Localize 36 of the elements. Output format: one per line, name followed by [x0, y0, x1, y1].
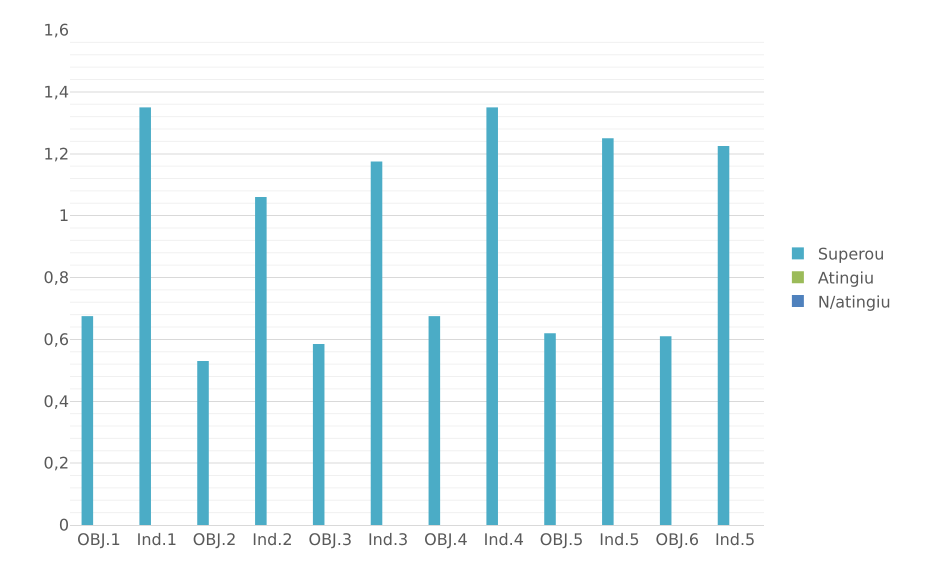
y-tick-label: 1,6 — [44, 20, 69, 40]
bar — [544, 333, 556, 525]
x-tick-label: Ind.5 — [599, 530, 640, 550]
legend-label: Atingiu — [818, 268, 874, 288]
y-tick-label: 1,4 — [44, 82, 69, 102]
x-tick-label: Ind.4 — [484, 530, 524, 550]
bar — [370, 161, 382, 525]
bar — [197, 361, 209, 525]
bar — [139, 107, 151, 525]
bar — [602, 138, 614, 525]
y-tick-label: 0,2 — [44, 454, 69, 473]
x-tick-label: Ind.3 — [368, 530, 408, 550]
y-tick-label: 1 — [58, 206, 69, 226]
x-tick-label: OBJ.1 — [77, 530, 121, 550]
legend-label: N/atingiu — [818, 292, 891, 312]
bar — [660, 336, 672, 525]
legend-label: Superou — [818, 244, 884, 264]
y-tick-label: 0 — [58, 516, 69, 535]
x-tick-label: Ind.2 — [252, 530, 293, 550]
y-tick-label: 0,4 — [44, 392, 69, 411]
bar — [718, 146, 730, 525]
y-tick-label: 1,2 — [44, 144, 69, 164]
x-tick-label: OBJ.4 — [424, 530, 468, 550]
bar — [255, 197, 267, 525]
x-tick-label: Ind.5 — [714, 530, 756, 550]
bar — [82, 316, 94, 525]
bar — [312, 344, 324, 525]
bar — [486, 107, 498, 525]
bar — [428, 316, 440, 525]
x-tick-label: OBJ.2 — [192, 530, 236, 550]
x-tick-label: Ind.1 — [136, 530, 177, 550]
y-tick-label: 0,6 — [44, 330, 69, 349]
y-tick-label: 0,8 — [44, 268, 69, 288]
x-tick-label: OBJ.5 — [540, 530, 584, 550]
x-tick-label: OBJ.3 — [308, 530, 352, 550]
x-tick-label: OBJ.6 — [655, 530, 700, 550]
